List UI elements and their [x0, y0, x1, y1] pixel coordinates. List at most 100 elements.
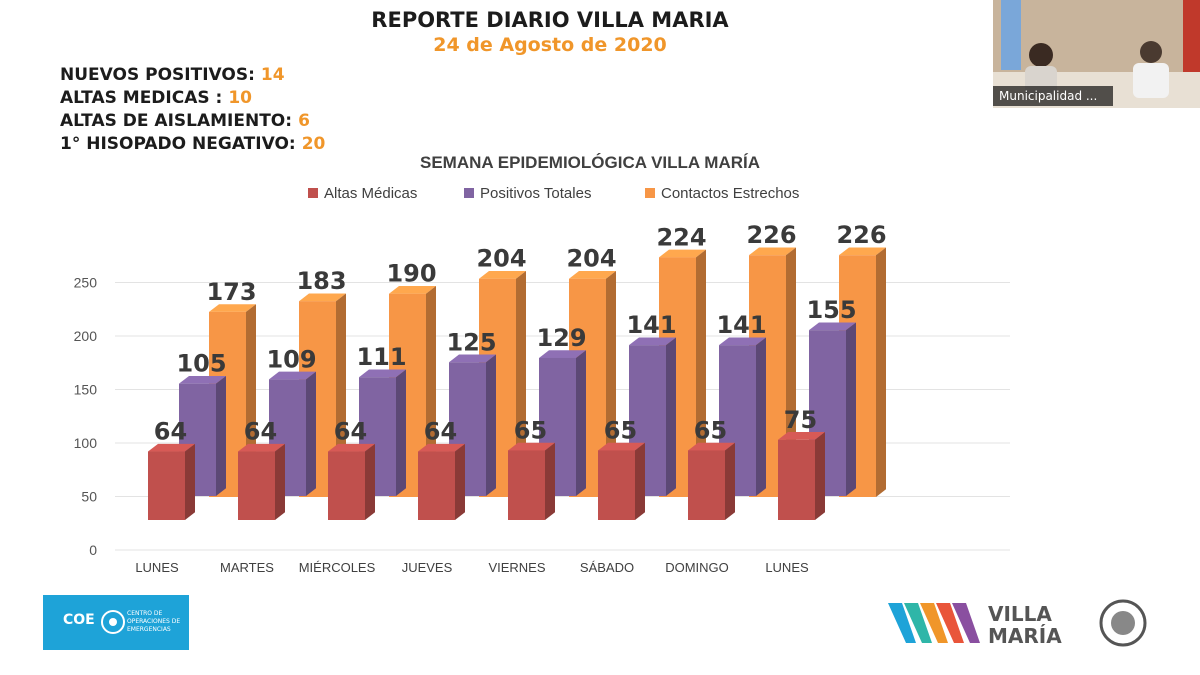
bar-top: [418, 443, 465, 452]
bar-top: [719, 337, 766, 346]
bar-top: [659, 249, 706, 258]
data-label: 226: [746, 221, 796, 249]
bar-top: [148, 443, 195, 452]
bar-side: [185, 443, 195, 520]
report-title: REPORTE DIARIO VILLA MARIA: [371, 8, 729, 32]
bar-top: [629, 337, 676, 346]
bar: [778, 432, 825, 520]
bar-side: [606, 271, 616, 497]
report-date: 24 de Agosto de 2020: [433, 34, 667, 56]
bar-side: [815, 432, 825, 520]
x-tick-label: MARTES: [220, 560, 274, 575]
y-axis-ticks: 0 50 100 150 200 250: [74, 275, 98, 559]
x-tick-label: VIERNES: [488, 560, 545, 575]
data-label: 64: [154, 418, 187, 446]
legend-label: Positivos Totales: [480, 185, 591, 202]
bar-side: [216, 375, 226, 496]
bar: [539, 350, 586, 496]
data-label: 190: [386, 260, 436, 288]
stat-value: 20: [301, 134, 326, 154]
data-label: 155: [806, 296, 856, 324]
stat-value: 6: [298, 111, 310, 131]
x-axis-labels: LUNES MARTES MIÉRCOLES JUEVES VIERNES SÁBADO D…: [135, 560, 809, 575]
data-label: 65: [514, 416, 547, 444]
data-label: 109: [266, 345, 316, 373]
stat-label: ALTAS DE AISLAMIENTO:: [60, 111, 293, 131]
bar-top: [299, 293, 346, 302]
data-label: 75: [784, 406, 817, 434]
data-label: 204: [566, 245, 616, 273]
bar-side: [365, 443, 375, 520]
bar-top: [179, 375, 226, 384]
x-tick-label: DOMINGO: [665, 560, 729, 575]
x-tick-label: LUNES: [135, 560, 179, 575]
data-label: 64: [424, 418, 457, 446]
bar-side: [696, 249, 706, 497]
stat-value: 14: [260, 65, 285, 85]
bar-top: [328, 443, 375, 452]
chart-title: SEMANA EPIDEMIOLÓGICA VILLA MARÍA: [420, 153, 760, 172]
bar-front: [328, 451, 365, 520]
chart-legend: Altas Médicas Positivos Totales Contactos …: [308, 185, 799, 202]
y-tick-label: 0: [89, 542, 97, 558]
x-tick-label: SÁBADO: [580, 560, 634, 575]
bar-front: [418, 451, 455, 520]
bar-side: [846, 322, 856, 496]
bar-top: [269, 371, 316, 380]
data-label: 65: [604, 416, 637, 444]
stat-altas-medicas: ALTAS MEDICAS :10: [60, 87, 325, 110]
bar-front: [598, 450, 635, 520]
bar: [328, 443, 375, 520]
bar-front: [238, 451, 275, 520]
stat-nuevos-positivos: NUEVOS POSITIVOS: 14: [60, 64, 325, 87]
data-label: 111: [356, 343, 406, 371]
bar-top: [749, 247, 796, 256]
bar: [238, 443, 285, 520]
bar-front: [778, 439, 815, 520]
bar: [418, 443, 465, 520]
seal-icon: [1099, 599, 1147, 647]
bar: [629, 337, 676, 496]
bar-side: [306, 371, 316, 496]
y-tick-label: 150: [74, 382, 98, 398]
bar-top: [688, 442, 735, 451]
bar: [508, 442, 555, 520]
stat-label: ALTAS MEDICAS :: [60, 88, 223, 108]
villa-maria-emblem: [888, 599, 1147, 647]
stat-label: NUEVOS POSITIVOS:: [60, 65, 255, 85]
stat-label: 1° HISOPADO NEGATIVO:: [60, 134, 296, 154]
bar-front: [508, 450, 545, 520]
bar-side: [545, 442, 555, 520]
legend-swatch: [464, 188, 474, 198]
bar: [688, 442, 735, 520]
bar-side: [486, 354, 496, 496]
coe-logo-subtitle: CENTRO DE OPERACIONES DE EMERGENCIAS: [127, 610, 181, 633]
bar-top: [839, 247, 886, 256]
data-label: 125: [446, 328, 496, 356]
legend-swatch: [645, 188, 655, 198]
bar: [148, 443, 195, 520]
data-label: 129: [536, 324, 586, 352]
data-label: 204: [476, 245, 526, 273]
video-thumbnail[interactable]: Municipalidad ...: [993, 0, 1200, 108]
video-participant-name: Municipalidad ...: [993, 86, 1113, 106]
stat-hisopado-negativo: 1° HISOPADO NEGATIVO: 20: [60, 133, 325, 156]
y-tick-label: 100: [74, 435, 98, 451]
coe-logo-text: COE: [63, 612, 95, 628]
bar-side: [635, 442, 645, 520]
x-tick-label: MIÉRCOLES: [299, 560, 376, 575]
bar-top: [778, 432, 825, 440]
chart-bars: 173 183 190 204 204 224 226 226 105 109 111 125 129 1…: [148, 221, 887, 520]
villa-maria-logo-text: VILLA MARÍA: [988, 602, 1062, 648]
bar-side: [725, 442, 735, 520]
stat-value: 10: [228, 88, 253, 108]
bar-top: [809, 322, 856, 331]
bar-side: [576, 350, 586, 496]
data-label: 141: [626, 311, 676, 339]
legend-label: Contactos Estrechos: [661, 185, 799, 202]
bar-top: [359, 369, 406, 378]
bar: [449, 354, 496, 496]
data-label: 64: [244, 418, 277, 446]
stat-altas-aislamiento: ALTAS DE AISLAMIENTO: 6: [60, 110, 325, 133]
coe-logo: COE CENTRO DE OPERACIONES DE EMERGENCIAS: [43, 595, 189, 650]
